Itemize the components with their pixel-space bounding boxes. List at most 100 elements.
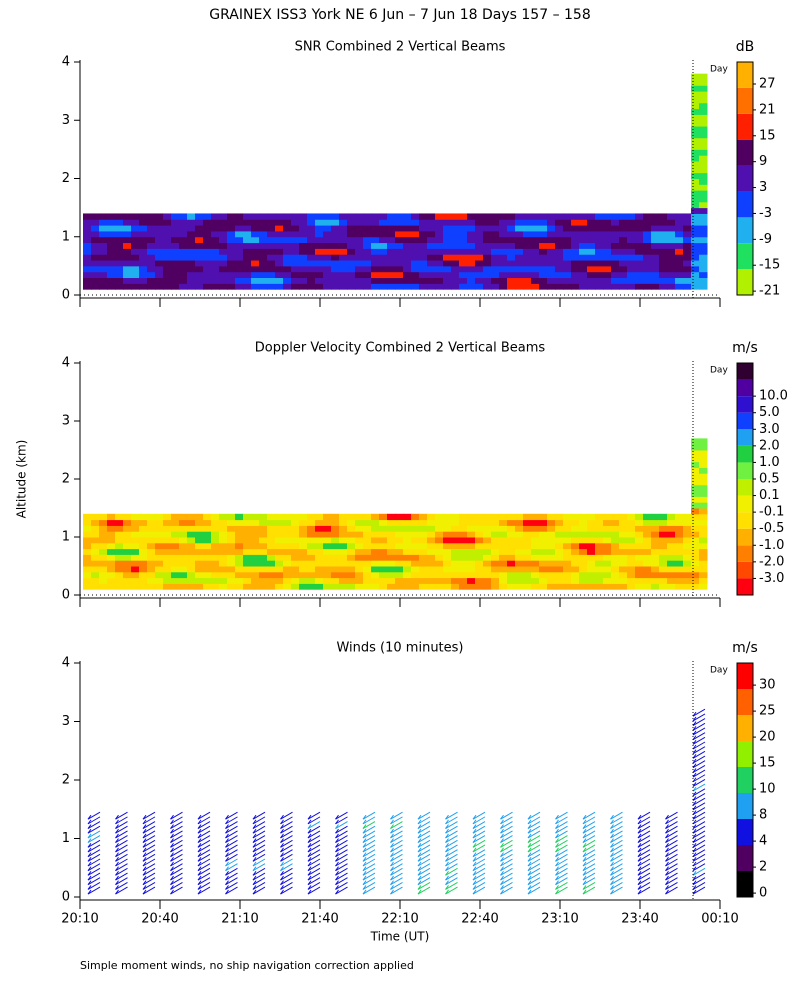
field-cell xyxy=(563,537,572,544)
field-cell xyxy=(299,554,308,561)
wind-barb xyxy=(280,857,284,862)
field-cell xyxy=(123,236,132,244)
field-cell xyxy=(147,248,156,255)
field-cell xyxy=(595,230,604,238)
field-cell xyxy=(123,548,132,555)
wind-barb xyxy=(610,881,623,890)
field-cell xyxy=(195,248,204,255)
field-cell xyxy=(283,519,292,526)
field-cell xyxy=(243,519,252,526)
field-cell xyxy=(651,537,660,544)
field-cell xyxy=(595,583,604,590)
wind-barb xyxy=(307,839,321,848)
wind-barb xyxy=(637,849,651,858)
field-cell xyxy=(499,566,508,573)
field-cell xyxy=(331,583,340,590)
wind-barb xyxy=(390,821,403,829)
wind-barb xyxy=(115,861,119,867)
field-cell xyxy=(635,277,644,284)
field-cell xyxy=(267,548,276,555)
wind-barb xyxy=(527,877,541,886)
wind-barb xyxy=(87,828,92,834)
field-cell xyxy=(411,513,420,521)
field-cell xyxy=(515,519,524,526)
field-cell xyxy=(691,461,700,468)
field-cell xyxy=(323,265,332,273)
field-cell xyxy=(307,566,316,573)
wind-barb xyxy=(555,885,559,890)
wind-barb xyxy=(582,861,587,867)
field-cell xyxy=(187,560,196,567)
field-cell xyxy=(595,542,604,550)
field-cell xyxy=(427,213,436,220)
field-cell xyxy=(387,242,396,249)
field-cell xyxy=(451,513,460,521)
wind-barb xyxy=(335,847,339,853)
field-cell xyxy=(587,542,596,550)
field-cell xyxy=(203,571,212,579)
wind-barb xyxy=(362,833,367,839)
field-cell xyxy=(323,542,332,550)
wind-barb xyxy=(252,861,257,867)
field-cell xyxy=(427,242,436,249)
field-cell xyxy=(83,225,92,232)
field-cell xyxy=(699,91,708,98)
field-cell xyxy=(403,566,412,573)
field-cell xyxy=(691,566,700,573)
wind-barb xyxy=(610,875,614,881)
wind-barb xyxy=(252,886,266,895)
wind-barb xyxy=(527,880,532,886)
field-cell xyxy=(659,525,668,532)
field-cell xyxy=(275,513,284,521)
field-cell xyxy=(547,525,556,532)
wind-barb xyxy=(87,842,92,848)
wind-barb xyxy=(445,875,449,881)
field-cell xyxy=(451,236,460,244)
wind-barb xyxy=(472,835,486,844)
field-cell xyxy=(515,283,524,290)
wind-barb xyxy=(500,814,504,820)
field-cell xyxy=(83,236,92,244)
field-cell xyxy=(219,277,228,284)
field-cell xyxy=(603,213,612,220)
field-cell xyxy=(595,236,604,244)
field-cell xyxy=(163,283,172,290)
field-cell xyxy=(699,260,708,267)
wind-barb xyxy=(362,871,367,876)
field-cell xyxy=(667,265,676,273)
wind-barb xyxy=(307,875,312,881)
wind-barb xyxy=(280,839,293,848)
field-cell xyxy=(379,254,388,261)
colorbar-band xyxy=(737,871,753,897)
field-cell xyxy=(283,230,292,238)
field-cell xyxy=(595,254,604,261)
field-cell xyxy=(379,531,388,538)
field-cell xyxy=(619,571,628,579)
field-cell xyxy=(523,577,532,584)
wind-barb xyxy=(252,824,257,829)
field-cell xyxy=(419,525,428,532)
field-cell xyxy=(403,554,412,561)
field-cell xyxy=(99,213,108,220)
field-cell xyxy=(107,519,116,526)
field-cell xyxy=(387,542,396,550)
wind-barb xyxy=(335,816,348,825)
wind-barb xyxy=(692,713,706,722)
field-cell xyxy=(515,242,524,249)
field-cell xyxy=(83,277,92,284)
field-cell xyxy=(411,265,420,273)
field-cell xyxy=(419,219,428,226)
wind-barb xyxy=(445,889,449,895)
wind-barb xyxy=(280,852,284,857)
field-cell xyxy=(467,265,476,273)
field-cell xyxy=(667,560,676,567)
field-cell xyxy=(523,513,532,521)
wind-barb xyxy=(390,847,394,853)
field-cell xyxy=(131,260,140,267)
x-tick-label: 22:40 xyxy=(461,912,498,927)
field-cell xyxy=(107,265,116,273)
wind-barb xyxy=(252,877,266,886)
field-cell xyxy=(219,542,228,550)
wind-barb xyxy=(527,847,532,853)
field-cell xyxy=(635,583,644,590)
